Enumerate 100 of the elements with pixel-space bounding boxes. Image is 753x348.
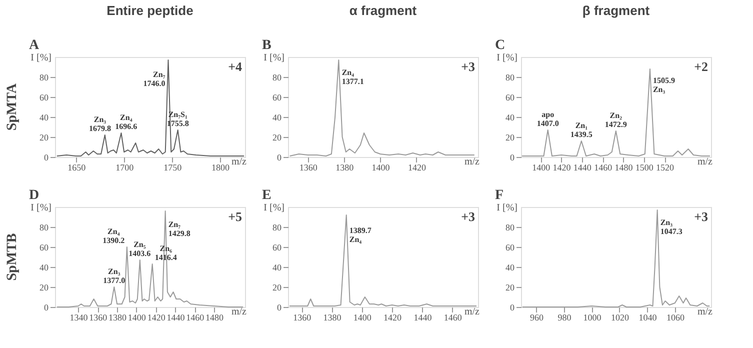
annotation: +5 bbox=[228, 209, 242, 224]
y-tick-label: 80 bbox=[506, 222, 515, 232]
x-axis-title: m/z bbox=[698, 306, 714, 318]
annotation: Zn₄ 1390.2 bbox=[102, 227, 125, 245]
y-tick-label: 80 bbox=[272, 222, 282, 232]
y-tick-label: 40 bbox=[40, 262, 49, 272]
x-tick-label: 1400 bbox=[353, 312, 372, 322]
y-tick-label: 0 bbox=[277, 302, 282, 312]
annotation: Zn₃ 1679.8 bbox=[88, 115, 111, 133]
x-tick-label: 1700 bbox=[116, 162, 134, 172]
x-tick-label: 1020 bbox=[610, 312, 630, 322]
x-tick-label: 1380 bbox=[323, 312, 342, 322]
annotation: +2 bbox=[694, 59, 708, 74]
line-series bbox=[289, 60, 475, 156]
x-tick-label: 1420 bbox=[384, 312, 402, 322]
chart-title: C bbox=[495, 38, 506, 53]
annotation: Zn₅ 1403.6 bbox=[128, 240, 151, 258]
annotation: 1505.9 Zn₃ bbox=[652, 76, 675, 94]
y-tick-label: 0 bbox=[44, 152, 49, 162]
x-tick-label: 1440 bbox=[166, 312, 186, 322]
x-tick-label: 1480 bbox=[205, 312, 224, 322]
chart-title: D bbox=[29, 188, 40, 203]
y-tick-label: 80 bbox=[40, 72, 49, 82]
annotation: Zn₃ 1047.3 bbox=[660, 218, 682, 236]
text: SpMTA bbox=[5, 82, 20, 131]
x-tick-label: 1750 bbox=[164, 162, 182, 172]
x-tick-label: 980 bbox=[558, 312, 572, 322]
y-axis-title: I [%] bbox=[30, 202, 52, 214]
line-series bbox=[56, 60, 245, 156]
y-tick-label: 0 bbox=[44, 302, 49, 312]
y-axis-title: I [%] bbox=[30, 52, 52, 64]
y-tick-label: 40 bbox=[506, 262, 515, 272]
annotation: +3 bbox=[694, 209, 708, 224]
annotation: Zn₄ 1377.1 bbox=[342, 68, 364, 86]
annotation: Zn₃ 1377.0 bbox=[103, 267, 126, 285]
x-tick-label: 1360 bbox=[299, 162, 318, 172]
y-axis-title: I [%] bbox=[496, 52, 518, 64]
x-tick-label: 1060 bbox=[666, 312, 685, 322]
annotation: 1389.7 Zn₄ bbox=[349, 226, 372, 244]
x-tick-label: 1650 bbox=[68, 162, 86, 172]
annotation: Zn₄ 1696.6 bbox=[115, 113, 138, 131]
y-tick-label: 20 bbox=[272, 132, 282, 142]
x-tick-label: 1360 bbox=[293, 312, 312, 322]
y-axis-title: I [%] bbox=[264, 52, 284, 64]
x-axis-title: m/z bbox=[232, 156, 248, 168]
annotation: Zn₆ 1416.4 bbox=[154, 244, 177, 262]
x-tick-label: 1400 bbox=[372, 162, 390, 172]
y-tick-label: 80 bbox=[506, 72, 515, 82]
y-tick-label: 40 bbox=[272, 112, 282, 122]
chart-title: B bbox=[262, 38, 272, 53]
annotation: apo 1407.0 bbox=[536, 110, 559, 128]
annotation: +3 bbox=[461, 59, 476, 74]
y-tick-label: 60 bbox=[506, 92, 515, 102]
y-tick-label: 0 bbox=[277, 152, 282, 162]
x-tick-label: 1360 bbox=[89, 312, 108, 322]
y-tick-label: 60 bbox=[40, 92, 49, 102]
chart-subtitle: Entire peptide bbox=[106, 3, 194, 18]
chart-title: A bbox=[29, 38, 40, 53]
y-tick-label: 80 bbox=[272, 72, 282, 82]
x-tick-label: 960 bbox=[530, 312, 544, 322]
y-tick-label: 20 bbox=[272, 282, 282, 292]
y-tick-label: 40 bbox=[506, 112, 515, 122]
annotation: +4 bbox=[228, 59, 242, 74]
annotation: Zn₂ 1472.9 bbox=[604, 111, 627, 129]
x-tick-label: 1440 bbox=[573, 162, 592, 172]
y-tick-label: 20 bbox=[506, 282, 515, 292]
x-tick-label: 1420 bbox=[552, 162, 572, 172]
x-axis-title: m/z bbox=[464, 156, 480, 168]
x-tick-label: 1400 bbox=[532, 162, 551, 172]
text: SpMTB bbox=[5, 233, 20, 281]
y-axis-title: I [%] bbox=[496, 202, 518, 214]
chart-title: E bbox=[262, 188, 272, 203]
y-tick-label: 20 bbox=[506, 132, 515, 142]
x-tick-label: 1400 bbox=[128, 312, 146, 322]
annotation: +3 bbox=[461, 209, 476, 224]
x-tick-label: 1520 bbox=[656, 162, 675, 172]
y-tick-label: 40 bbox=[40, 112, 49, 122]
annotation: Zn₁ 1439.5 bbox=[570, 121, 592, 139]
y-tick-label: 60 bbox=[506, 242, 515, 252]
y-tick-label: 40 bbox=[272, 262, 282, 272]
x-tick-label: 1040 bbox=[638, 312, 658, 322]
x-tick-label: 1460 bbox=[186, 312, 205, 322]
chart-title: F bbox=[495, 188, 504, 203]
x-tick-label: 1380 bbox=[336, 162, 354, 172]
y-tick-label: 0 bbox=[510, 152, 515, 162]
y-tick-label: 60 bbox=[272, 92, 282, 102]
x-tick-label: 1340 bbox=[70, 312, 88, 322]
x-tick-label: 1460 bbox=[594, 162, 613, 172]
y-tick-label: 60 bbox=[40, 242, 49, 252]
x-tick-label: 1420 bbox=[147, 312, 166, 322]
x-tick-label: 1420 bbox=[408, 162, 426, 172]
y-tick-label: 60 bbox=[272, 242, 282, 252]
x-tick-label: 1460 bbox=[444, 312, 462, 322]
x-tick-label: 1000 bbox=[583, 312, 602, 322]
annotation: Zn₇ 1746.0 bbox=[143, 70, 166, 88]
chart-subtitle: α fragment bbox=[349, 3, 418, 18]
y-tick-label: 80 bbox=[40, 222, 49, 232]
x-tick-label: 1380 bbox=[108, 312, 128, 322]
x-tick-label: 1500 bbox=[635, 162, 654, 172]
x-tick-label: 1480 bbox=[614, 162, 634, 172]
